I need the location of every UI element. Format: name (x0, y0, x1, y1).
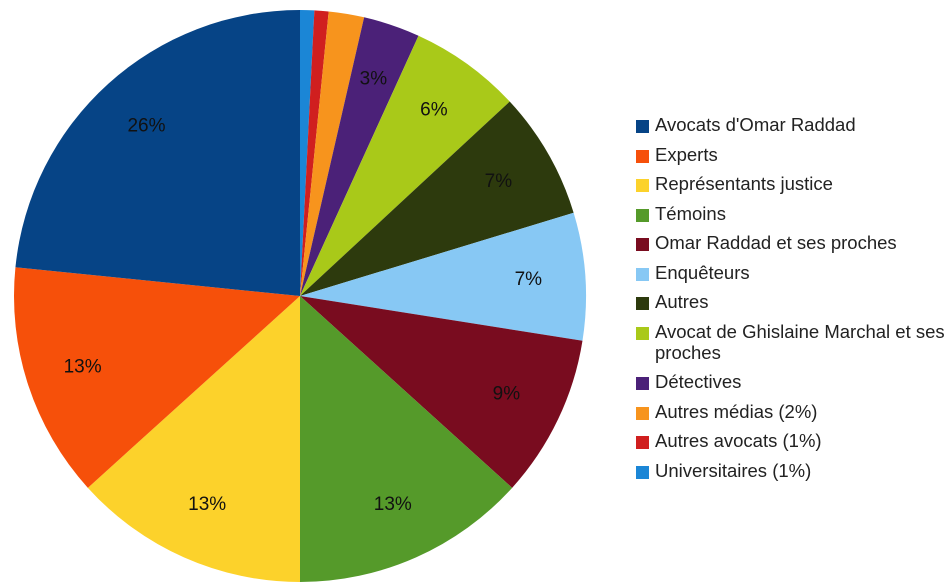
pie-slice-label: 26% (127, 115, 165, 136)
legend-item: Autres médias (2%) (636, 401, 946, 422)
pie-slice-label: 13% (188, 494, 226, 515)
legend-swatch (636, 120, 649, 133)
pie-slice-label: 3% (360, 68, 388, 89)
legend-swatch (636, 179, 649, 192)
pie-slice-label: 13% (64, 356, 102, 377)
legend-label: Témoins (655, 202, 726, 224)
legend-swatch (636, 238, 649, 251)
legend-item: Enquêteurs (636, 262, 946, 283)
legend-item: Détectives (636, 371, 946, 392)
legend-label: Avocat de Ghislaine Marchal et ses proch… (655, 320, 945, 363)
pie-slice (13, 267, 301, 488)
legend-item: Experts (636, 144, 946, 165)
legend-item: Autres (636, 291, 946, 312)
legend-label: Autres (655, 291, 709, 312)
legend-swatch (636, 406, 649, 420)
pie-slice (300, 101, 574, 296)
legend-label: Universitaires (1%) (655, 459, 812, 481)
legend-item: Autres avocats (1%) (636, 430, 946, 451)
pie-slice-label: 7% (515, 269, 543, 290)
pie-slice (15, 10, 300, 296)
legend-swatch (636, 465, 649, 479)
legend-label: Enquêteurs (655, 261, 750, 283)
legend-item: Témoins (636, 203, 946, 224)
pie-slice (87, 296, 300, 582)
pie-slice (300, 10, 329, 297)
legend-item: Universitaires (1%) (636, 460, 946, 481)
pie-slice-label: 6% (420, 100, 448, 121)
legend-item: Omar Raddad et ses proches (636, 232, 946, 253)
legend-label: Experts (655, 143, 718, 165)
pie-slice (300, 11, 365, 296)
pie-slice (300, 35, 510, 297)
pie-slice-labels: 3% 6% 7% 7% 9% 13% 13% 13% 26% (64, 68, 543, 515)
pie-slice (300, 9, 315, 296)
legend-swatch (636, 297, 649, 310)
legend-swatch (636, 267, 649, 281)
legend-label: Autres avocats (1%) (655, 430, 822, 451)
pie-slice (300, 296, 583, 488)
pie-slice-label: 7% (485, 171, 513, 192)
legend-swatch (636, 436, 649, 449)
legend-swatch (636, 208, 649, 222)
legend-label: Détectives (655, 371, 742, 392)
pie-slice (300, 212, 587, 341)
pie-slice (300, 17, 419, 296)
legend-label: Omar Raddad et ses proches (655, 232, 897, 253)
legend-swatch (636, 377, 649, 390)
legend-swatch (636, 149, 649, 163)
legend: Avocats d'Omar Raddad Experts Représentant… (636, 114, 946, 489)
legend-item: Avocats d'Omar Raddad (636, 114, 946, 135)
pie-slice (300, 296, 513, 582)
pie-slice-label: 13% (374, 494, 412, 515)
legend-swatch (636, 326, 649, 340)
legend-label: Représentants justice (655, 173, 833, 194)
legend-item: Avocat de Ghislaine Marchal et ses proch… (636, 321, 946, 363)
legend-label: Autres médias (2%) (655, 400, 818, 422)
legend-label: Avocats d'Omar Raddad (655, 114, 856, 135)
legend-item: Représentants justice (636, 173, 946, 194)
pie-slices (13, 9, 587, 582)
pie-slice-label: 9% (493, 384, 521, 405)
